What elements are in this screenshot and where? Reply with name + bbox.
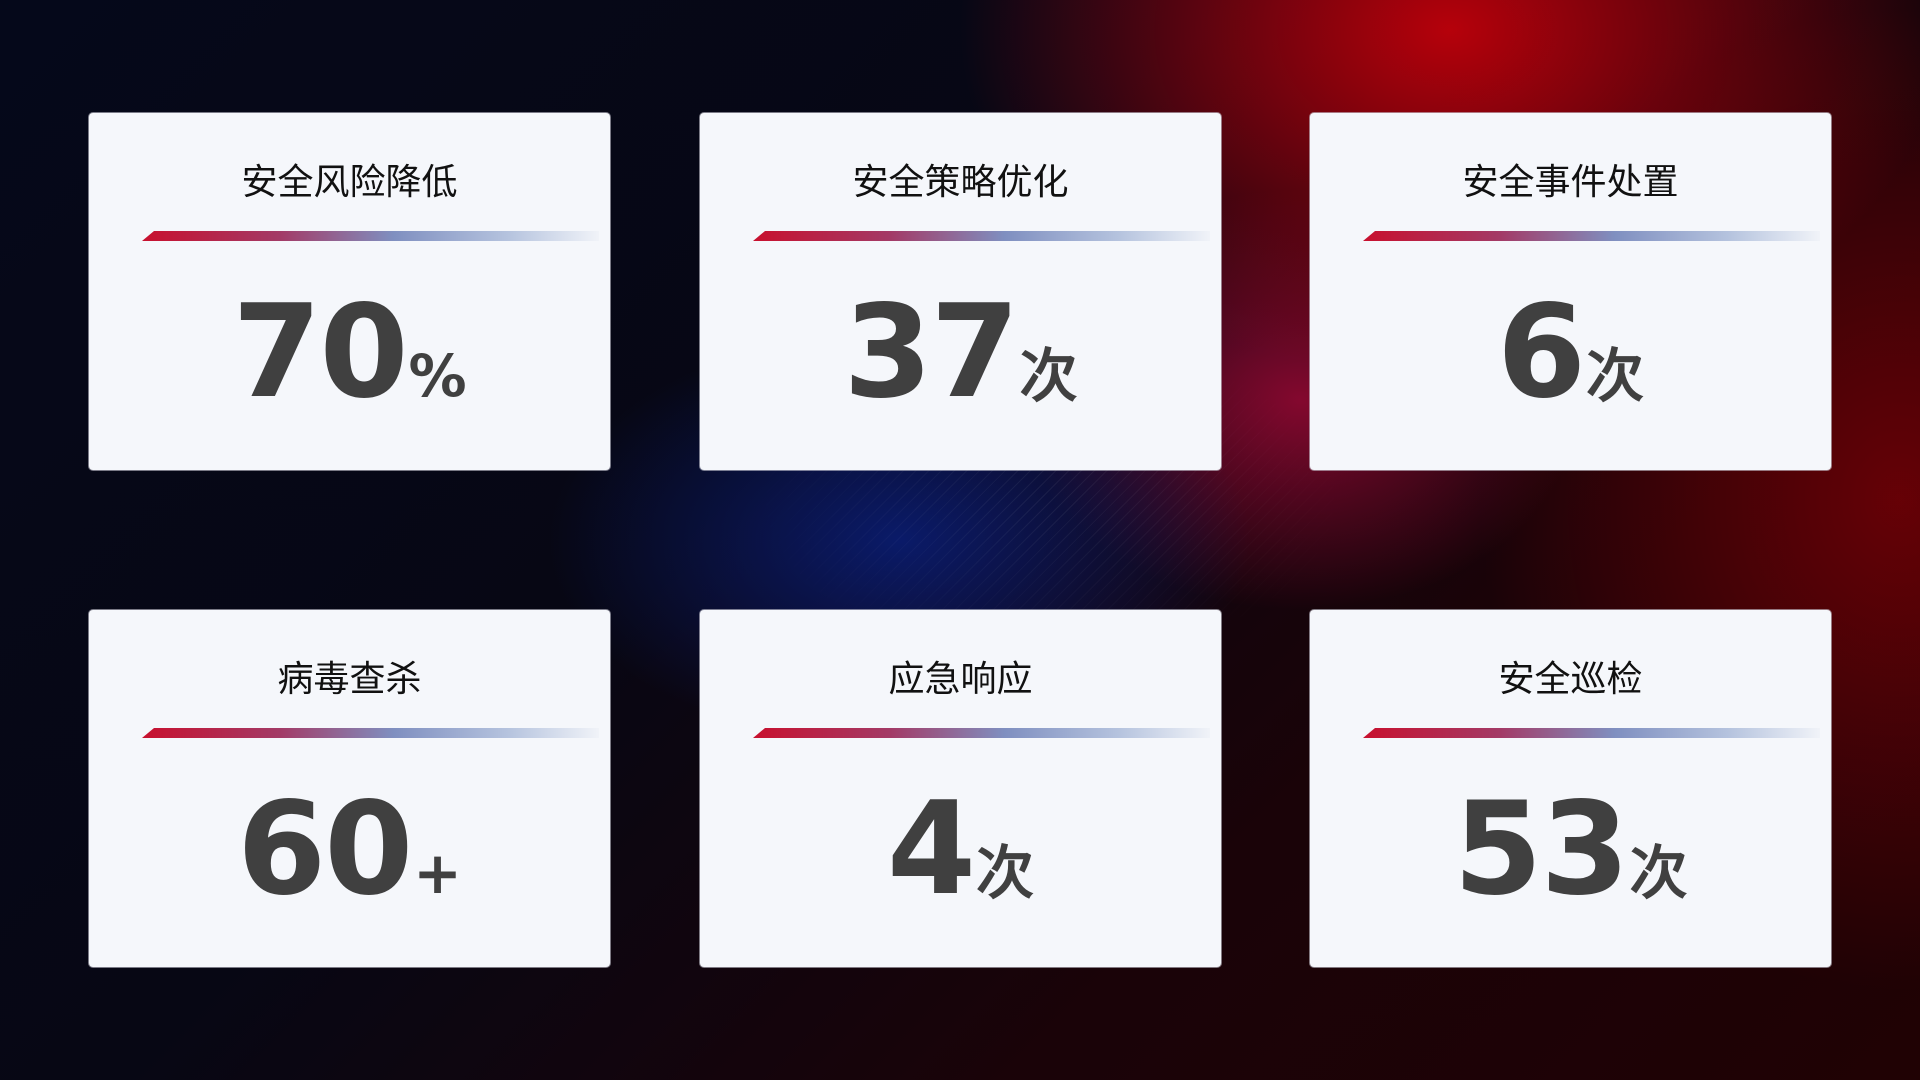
value-number: 70 [232,278,408,427]
stat-card-virus-removal: 病毒查杀 60+ [89,610,610,967]
card-value: 70% [89,278,610,427]
card-value: 6次 [1310,278,1831,427]
card-title: 安全事件处置 [1462,162,1679,203]
card-value: 60+ [89,775,610,924]
value-unit: 次 [1586,342,1645,410]
stat-card-risk-reduction: 安全风险降低 70% [89,113,610,470]
stat-card-emergency-response: 应急响应 4次 [700,610,1221,967]
card-value: 37次 [700,278,1221,427]
value-unit: % [408,342,467,410]
card-title: 安全巡检 [1498,659,1643,700]
value-unit: + [413,839,462,907]
card-title: 病毒查杀 [277,659,422,700]
stat-card-policy-optimization: 安全策略优化 37次 [700,113,1221,470]
value-number: 6 [1496,278,1586,427]
stat-card-security-inspection: 安全巡检 53次 [1310,610,1831,967]
card-divider [142,231,599,241]
value-unit: 次 [1019,342,1078,410]
card-divider [753,231,1210,241]
card-divider [1363,231,1820,241]
value-number: 37 [843,278,1019,427]
card-title: 安全策略优化 [852,162,1069,203]
value-unit: 次 [1629,839,1688,907]
value-number: 4 [886,775,976,924]
card-divider [1363,728,1820,738]
card-divider [753,728,1210,738]
card-value: 4次 [700,775,1221,924]
value-unit: 次 [976,839,1035,907]
value-number: 53 [1453,775,1629,924]
card-title: 安全风险降低 [241,162,458,203]
card-divider [142,728,599,738]
card-title: 应急响应 [888,659,1033,700]
stat-card-incident-handling: 安全事件处置 6次 [1310,113,1831,470]
value-number: 60 [237,775,413,924]
card-value: 53次 [1310,775,1831,924]
